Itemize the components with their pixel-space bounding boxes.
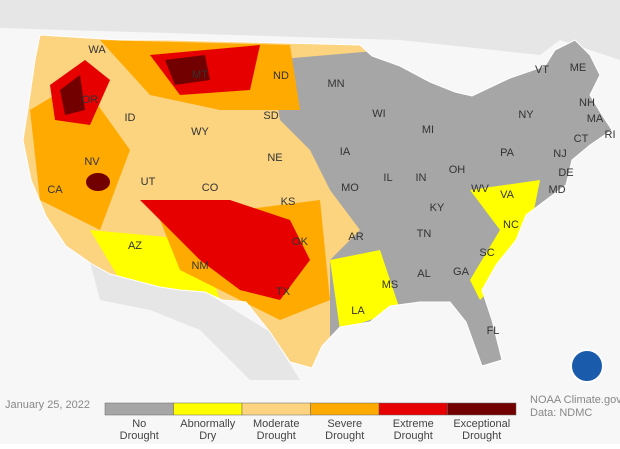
state-label: MN <box>327 78 344 90</box>
state-label: DE <box>558 167 573 179</box>
state-label: MO <box>341 182 359 194</box>
state-label: MD <box>548 184 565 196</box>
state-label: UT <box>141 176 156 188</box>
legend-label: Drought <box>462 430 501 442</box>
exceptional-area <box>86 173 110 191</box>
legend-swatch <box>104 402 174 416</box>
state-label: TN <box>417 228 432 240</box>
legend-label: Drought <box>325 430 364 442</box>
exceptional-area <box>60 75 85 115</box>
state-label: IN <box>416 172 427 184</box>
state-label: TX <box>276 286 291 298</box>
state-label: IL <box>383 172 392 184</box>
legend-swatch <box>310 402 380 416</box>
state-label: AL <box>417 268 430 280</box>
legend-label: No <box>132 418 146 430</box>
state-label: WA <box>88 44 106 56</box>
state-label: WY <box>191 126 209 138</box>
extreme-area <box>140 200 310 300</box>
legend-label: Moderate <box>253 418 299 430</box>
state-label: VA <box>500 189 515 201</box>
legend-label: Drought <box>394 430 433 442</box>
state-label: NJ <box>553 148 566 160</box>
state-label: OK <box>292 236 309 248</box>
state-label: NE <box>267 152 282 164</box>
canada <box>0 0 620 60</box>
legend-label: Exceptional <box>453 418 510 430</box>
dry-area <box>470 180 540 300</box>
state-label: CT <box>574 133 589 145</box>
state-label: MS <box>382 279 399 291</box>
legend-swatch <box>241 402 311 416</box>
legend-label: Extreme <box>393 418 434 430</box>
state-label: IA <box>340 146 351 158</box>
state-label: MI <box>422 124 434 136</box>
state-label: NH <box>579 97 595 109</box>
state-label: NV <box>84 156 100 168</box>
legend-label: Abnormally <box>180 418 236 430</box>
state-label: NC <box>503 219 519 231</box>
legend-swatch <box>447 402 517 416</box>
state-label: NM <box>191 260 208 272</box>
legend-swatch <box>173 402 243 416</box>
state-label: LA <box>351 305 365 317</box>
legend-label: Severe <box>327 418 362 430</box>
state-label: KY <box>430 202 445 214</box>
legend-label: Dry <box>199 430 217 442</box>
state-label: SD <box>263 110 278 122</box>
state-label: MA <box>587 113 604 125</box>
state-label: VT <box>535 64 549 76</box>
state-label: FL <box>487 325 500 337</box>
noaa-logo <box>570 349 604 383</box>
state-label: ND <box>273 70 289 82</box>
state-label: CA <box>47 184 63 196</box>
state-label: NY <box>518 109 534 121</box>
state-label: MT <box>192 69 208 81</box>
state-label: CO <box>202 182 219 194</box>
state-label: WI <box>372 108 385 120</box>
state-label: OH <box>449 164 466 176</box>
legend-label: Drought <box>257 430 296 442</box>
state-label: SC <box>479 247 494 259</box>
dry-area <box>330 250 400 330</box>
state-label: KS <box>281 196 296 208</box>
state-label: ME <box>570 62 587 74</box>
state-label: ID <box>125 112 136 124</box>
exceptional-area <box>165 55 210 85</box>
state-label: GA <box>453 266 470 278</box>
state-label: AZ <box>128 240 142 252</box>
state-label: PA <box>500 147 515 159</box>
state-label: WV <box>471 183 489 195</box>
mexico <box>90 262 300 380</box>
credit: NOAA Climate.gov <box>530 394 620 406</box>
state-label: OR <box>82 94 99 106</box>
legend-swatch <box>378 402 448 416</box>
legend-label: Drought <box>120 430 159 442</box>
state-label: RI <box>605 129 616 141</box>
us-outline <box>22 34 613 369</box>
state-label: AR <box>348 231 363 243</box>
date: January 25, 2022 <box>5 399 90 411</box>
credit: Data: NDMC <box>530 407 592 419</box>
